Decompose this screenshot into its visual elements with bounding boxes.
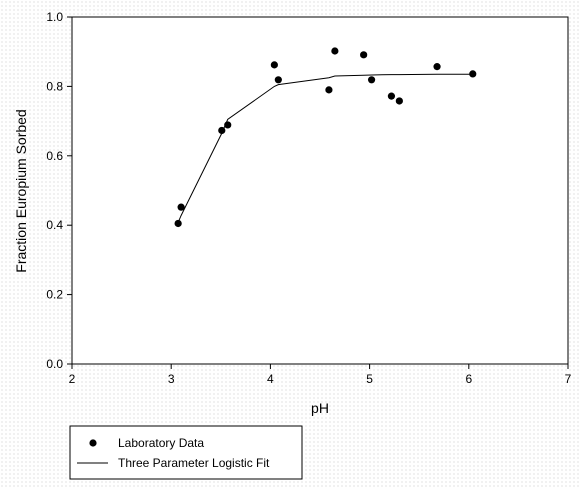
x-tick-label: 7	[565, 372, 572, 386]
y-tick-label: 1.0	[46, 10, 63, 24]
data-point	[274, 76, 282, 84]
data-point	[469, 70, 477, 78]
data-point	[433, 63, 441, 71]
x-tick-label: 3	[168, 372, 175, 386]
data-point	[395, 97, 403, 105]
y-axis: 0.0 0.2 0.4 0.6 0.8 1.0	[46, 10, 72, 371]
y-axis-title: Fraction Europium Sorbed	[13, 109, 29, 272]
data-point	[387, 92, 396, 100]
data-point	[367, 76, 376, 84]
y-tick-label: 0.6	[46, 149, 63, 163]
y-tick-label: 0.4	[46, 218, 63, 232]
data-point	[331, 47, 339, 55]
data-point	[224, 121, 232, 129]
y-tick-label: 0.2	[46, 288, 63, 302]
legend: Laboratory Data Three Parameter Logistic…	[69, 425, 303, 480]
x-tick-label: 6	[465, 372, 472, 386]
plot-area	[71, 16, 569, 365]
data-point	[325, 86, 333, 94]
x-axis-title: pH	[311, 400, 329, 416]
y-tick-label: 0.8	[46, 79, 63, 93]
x-tick-label: 5	[366, 372, 373, 386]
x-tick-label: 4	[267, 372, 274, 386]
legend-marker-laboratory-data	[89, 439, 97, 447]
data-point	[360, 51, 368, 59]
x-tick-label: 2	[69, 372, 76, 386]
data-point	[174, 219, 182, 228]
legend-label-fit: Three Parameter Logistic Fit	[118, 456, 270, 470]
data-points	[174, 47, 477, 228]
legend-label-laboratory-data: Laboratory Data	[118, 436, 204, 450]
legend-box	[69, 425, 303, 480]
x-axis: 2 3 4 5 6 7	[69, 364, 572, 386]
data-point	[270, 61, 278, 69]
y-tick-label: 0.0	[46, 357, 63, 371]
data-point	[177, 203, 185, 211]
data-point	[218, 126, 226, 135]
